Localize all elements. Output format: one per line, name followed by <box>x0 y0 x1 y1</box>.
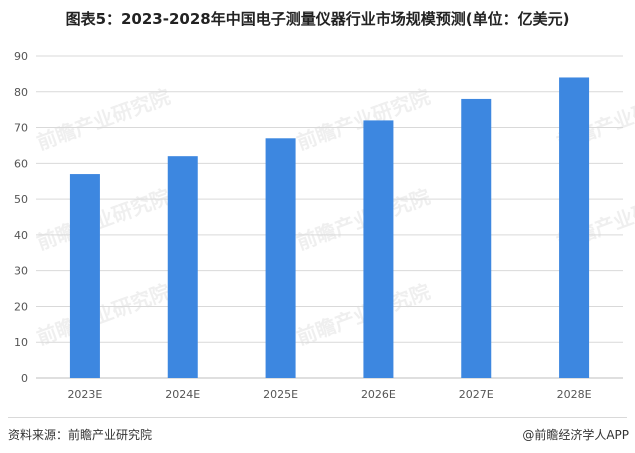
bar <box>363 120 394 379</box>
footer-divider <box>8 417 627 418</box>
y-tick-label: 30 <box>14 265 28 278</box>
source-note: 资料来源：前瞻产业研究院 <box>8 428 153 442</box>
y-tick-label: 90 <box>14 50 28 63</box>
x-tick-label: 2027E <box>459 388 494 401</box>
y-tick-label: 80 <box>14 86 28 99</box>
x-tick-label: 2024E <box>165 388 200 401</box>
bar <box>167 156 198 378</box>
watermark-text: 前瞻产业研究院 <box>294 279 434 349</box>
y-tick-label: 50 <box>14 193 28 206</box>
credit-note: @前瞻经济学人APP <box>522 428 629 442</box>
y-tick-label: 10 <box>14 336 28 349</box>
watermark-text: 前瞻产业研究院 <box>34 184 174 254</box>
x-axis: 2023E 2024E 2025E 2026E 2027E 2028E <box>67 388 591 401</box>
y-axis: 0 10 20 30 40 50 60 70 80 90 <box>14 50 28 385</box>
bar <box>265 138 296 378</box>
bar <box>461 98 492 378</box>
watermark-text: 前瞻产业研究院 <box>294 84 434 154</box>
y-tick-label: 60 <box>14 157 28 170</box>
grid-lines <box>36 55 623 379</box>
watermark-text: 前瞻产业研究院 <box>294 184 434 254</box>
x-tick-label: 2025E <box>263 388 298 401</box>
bar-series <box>69 77 590 379</box>
y-tick-label: 20 <box>14 300 28 313</box>
chart-title: 图表5：2023-2028年中国电子测量仪器行业市场规模预测(单位：亿美元) <box>65 10 570 28</box>
y-tick-label: 70 <box>14 122 28 135</box>
watermark-text: 前瞻产业研究院 <box>34 279 174 349</box>
x-tick-label: 2026E <box>361 388 396 401</box>
watermark-text: 前瞻产业研究院 <box>34 84 174 154</box>
x-tick-label: 2023E <box>67 388 102 401</box>
y-tick-label: 40 <box>14 229 28 242</box>
bar <box>69 174 100 378</box>
x-tick-label: 2028E <box>557 388 592 401</box>
bar <box>559 77 590 378</box>
y-tick-label: 0 <box>21 372 28 385</box>
